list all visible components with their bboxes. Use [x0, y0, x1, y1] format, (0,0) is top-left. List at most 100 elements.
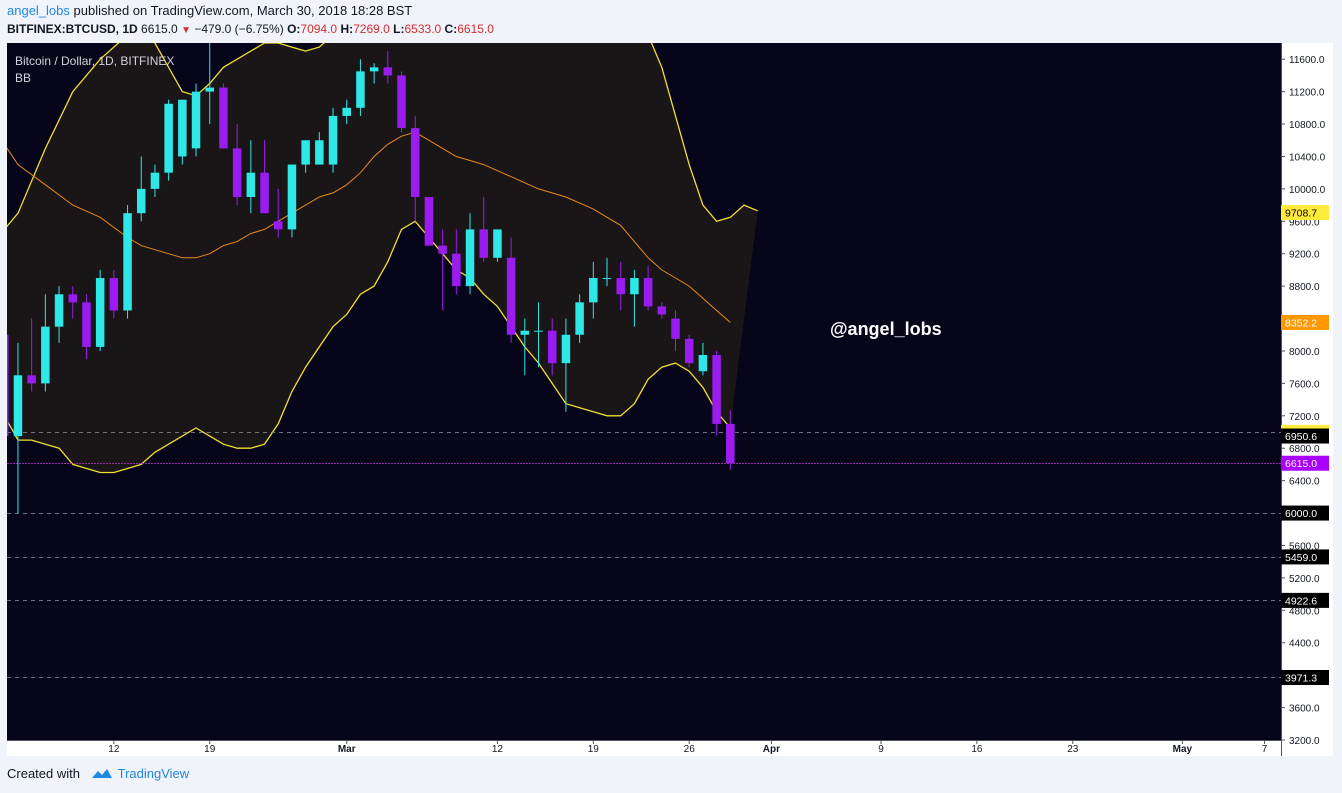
open-label: O: — [287, 22, 301, 36]
price-label: 5459.0 — [1285, 552, 1317, 564]
candle-down — [27, 375, 36, 384]
price-label-box — [1281, 428, 1329, 444]
price-label-box — [1281, 549, 1329, 565]
tradingview-link[interactable]: TradingView — [117, 766, 190, 781]
candles — [7, 43, 735, 514]
time-tick-label: 9 — [878, 744, 884, 755]
candle-up — [41, 326, 50, 384]
candle-down — [232, 148, 242, 197]
candle-down — [726, 423, 735, 464]
bollinger-upper-line — [7, 43, 758, 228]
time-tick-label: 12 — [492, 744, 504, 755]
candle-down — [410, 128, 420, 197]
last-price: 6615.0 — [141, 22, 178, 36]
candle-up — [465, 229, 475, 287]
price-tick-label: 9600.0 — [1289, 217, 1320, 228]
time-tick-label: 19 — [204, 744, 216, 755]
price-chart[interactable]: 3200.03600.04000.04400.04800.05200.05600… — [7, 43, 1333, 756]
candle-down — [219, 87, 228, 149]
price-label: 6950.6 — [1285, 431, 1317, 443]
candle-down — [397, 75, 406, 129]
low-value: 6533.0 — [404, 22, 442, 36]
candle-up — [520, 330, 530, 335]
candle-up — [178, 99, 187, 157]
price-label-box — [1281, 455, 1329, 471]
symbol-label: BITFINEX:BTCUSD, 1D — [7, 22, 138, 36]
candle-down — [438, 245, 447, 254]
high-value: 7269.0 — [353, 22, 390, 36]
candle-down — [260, 172, 269, 214]
price-axis[interactable]: 3200.03600.04000.04400.04800.05200.05600… — [1281, 55, 1326, 747]
candle-up — [246, 172, 256, 197]
price-label: 4922.6 — [1285, 595, 1317, 607]
candle-down — [684, 338, 694, 364]
candle-up — [95, 278, 105, 347]
price-tick-label: 10400.0 — [1289, 152, 1326, 163]
time-tick-label: 26 — [684, 744, 696, 755]
candle-up — [575, 302, 584, 335]
time-tick-label: May — [1173, 744, 1193, 755]
candle-down — [547, 330, 557, 364]
published-text: published on TradingView.com, March 30, … — [73, 3, 413, 18]
candle-down — [383, 67, 393, 76]
candle-up — [315, 140, 324, 165]
price-tick-label: 3200.0 — [1289, 736, 1320, 747]
open-value: 7094.0 — [300, 22, 338, 36]
price-tick-label: 10800.0 — [1289, 120, 1326, 131]
horizontal-levels — [7, 432, 1281, 678]
price-label-box — [1281, 204, 1329, 220]
price-tick-label: 9200.0 — [1289, 250, 1320, 261]
candle-up — [630, 278, 639, 295]
candle-up — [493, 229, 502, 258]
candle-up — [328, 115, 338, 165]
price-tick-label: 11600.0 — [1289, 55, 1325, 66]
price-tick-label: 5200.0 — [1289, 574, 1320, 585]
publish-info: angel_lobs published on TradingView.com,… — [7, 3, 412, 18]
price-tick-label: 6400.0 — [1289, 477, 1320, 488]
price-tick-label: 3600.0 — [1289, 704, 1320, 715]
time-tick-label: 19 — [588, 744, 600, 755]
candle-up — [589, 278, 598, 303]
price-tick-label: 7200.0 — [1289, 412, 1320, 423]
price-label-box — [1281, 669, 1329, 685]
time-axis[interactable]: 12 19 Mar 12 19 26 Apr 9 16 23 May 7 — [108, 740, 1268, 755]
candle-up — [123, 213, 132, 311]
candle-down — [657, 306, 667, 315]
price-label-box — [1281, 314, 1329, 330]
candle-down — [273, 221, 283, 230]
candle-up — [287, 164, 297, 230]
candle-up — [602, 278, 612, 280]
candle-up — [356, 71, 365, 108]
candle-up — [164, 103, 173, 173]
price-tick-label: 7600.0 — [1289, 379, 1320, 390]
candle-down — [671, 318, 680, 339]
time-tick-label: Apr — [763, 744, 780, 755]
high-label: H: — [340, 22, 354, 36]
candle-up — [205, 87, 214, 92]
time-tick-label: 12 — [108, 744, 120, 755]
time-tick-label: 16 — [971, 744, 983, 755]
low-label: L: — [393, 22, 405, 36]
price-label: 9708.7 — [1285, 207, 1317, 219]
price-axis-background — [1281, 43, 1333, 756]
candle-down — [643, 278, 653, 307]
author-link[interactable]: angel_lobs — [7, 3, 70, 18]
bollinger-basis-line — [7, 131, 731, 323]
chart-legend-title: Bitcoin / Dollar, 1D, BITFINEX — [15, 54, 174, 68]
candle-down — [479, 229, 488, 258]
change-value: −479.0 (−6.75%) — [194, 22, 284, 36]
price-label-box — [1281, 592, 1329, 608]
candle-down — [712, 355, 721, 424]
time-axis-background — [7, 740, 1281, 756]
time-tick-label: 7 — [1262, 744, 1268, 755]
price-tick-label: 4400.0 — [1289, 639, 1320, 650]
price-label: 3971.3 — [1285, 672, 1317, 684]
indicator-label-bb[interactable]: BB — [15, 71, 31, 85]
tradingview-logo-icon[interactable] — [90, 767, 114, 783]
candle-up — [561, 334, 571, 364]
price-tick-label: 5600.0 — [1289, 541, 1320, 552]
price-tick-label: 8800.0 — [1289, 282, 1320, 293]
candle-up — [369, 67, 379, 72]
candle-down — [452, 253, 461, 287]
watermark-handle: @angel_lobs — [830, 319, 942, 339]
